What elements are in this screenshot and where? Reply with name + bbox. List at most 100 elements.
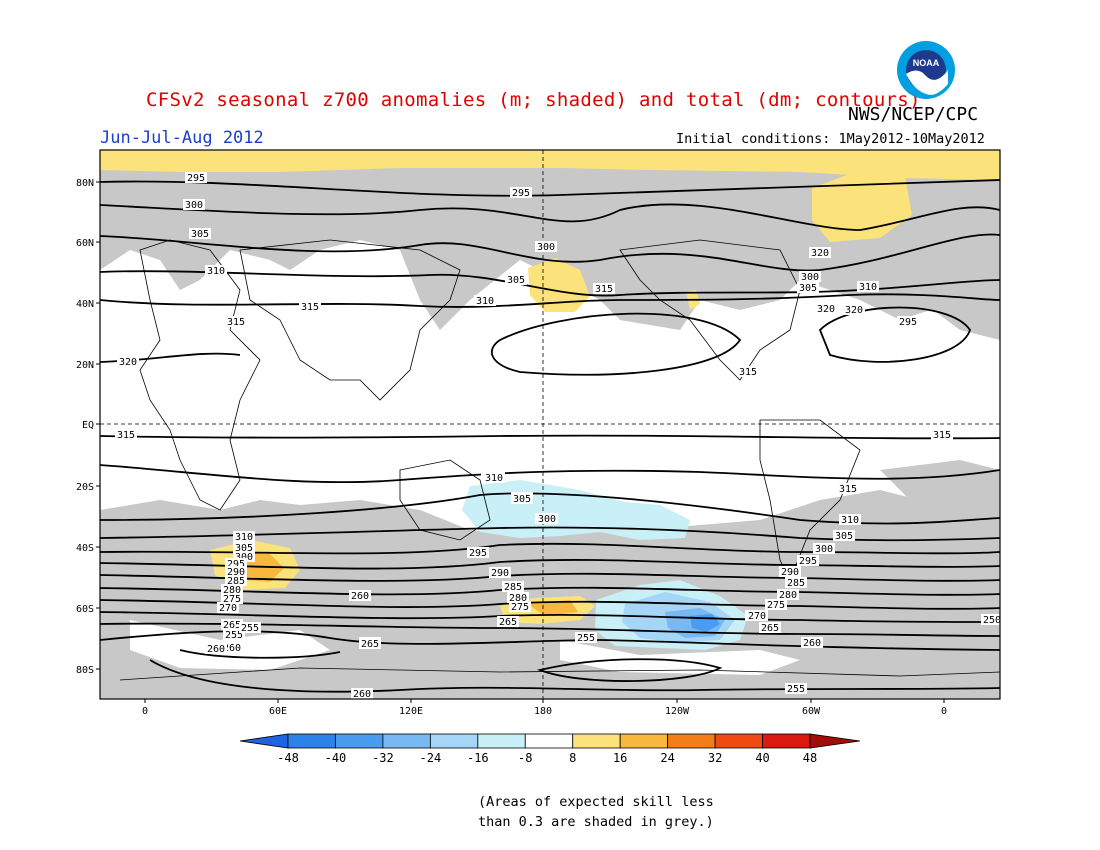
contour-label-bg xyxy=(833,530,855,541)
contour-south-8 xyxy=(100,611,1000,623)
contour-south-4 xyxy=(100,559,1000,570)
coastlines xyxy=(119,239,1000,681)
positive-anomaly-north-pacific xyxy=(528,258,590,312)
contour-south-7 xyxy=(100,599,1000,610)
contour-label: 255 xyxy=(787,684,805,695)
colorbar-tick-label: -32 xyxy=(372,751,394,765)
contour-label: 305 xyxy=(191,229,209,240)
contour-label: 300 xyxy=(538,514,556,525)
contour-label: 315 xyxy=(933,430,951,441)
contour-label-bg xyxy=(511,493,533,504)
contour-antarctic-ring xyxy=(537,658,723,682)
contour-label: 260 xyxy=(207,644,225,655)
contour-label-bg xyxy=(785,577,807,588)
contour-label: 315 xyxy=(301,302,319,313)
contour-label-bg xyxy=(857,281,879,292)
lon-label: 60W xyxy=(802,706,821,717)
contour-label: 280 xyxy=(509,593,527,604)
contour-label-bg xyxy=(809,247,831,258)
contour-label-bg xyxy=(233,531,255,542)
forecast-period: Jun-Jul-Aug 2012 xyxy=(100,128,264,148)
contour-label-bg xyxy=(467,547,489,558)
contour-label-bg xyxy=(801,637,823,648)
contour-label-bg xyxy=(797,282,819,293)
contour-label: 310 xyxy=(841,515,859,526)
contour-label: 305 xyxy=(799,283,817,294)
contour-label: 270 xyxy=(219,603,237,614)
colorbar-tick-label: -48 xyxy=(277,751,299,765)
contour-label-bg xyxy=(205,265,227,276)
contour-south-5 xyxy=(100,572,1000,582)
lon-label: 180 xyxy=(534,706,552,717)
contour-south-1 xyxy=(100,492,1000,525)
contour-label: 265 xyxy=(223,620,241,631)
contour-label-bg xyxy=(509,601,531,612)
colorbar-upper-arrow xyxy=(809,733,861,749)
latitude-axis: 80N 60N 40N 20N EQ 20S 40S 60S 80S xyxy=(76,178,100,676)
contour-label: 270 xyxy=(748,611,766,622)
colorbar-swatch xyxy=(714,733,763,749)
contour-label: 315 xyxy=(117,430,135,441)
contour-label: 320 xyxy=(845,305,863,316)
coast-antarctica xyxy=(119,667,1000,681)
contour-label-bg xyxy=(205,643,227,654)
contour-south-6 xyxy=(100,586,1000,596)
contour-label: 275 xyxy=(767,600,785,611)
contour-south-2 xyxy=(100,526,1000,542)
contour-label: 255 xyxy=(241,623,259,634)
contour-label-bg xyxy=(225,566,247,577)
contour-label: 305 xyxy=(235,543,253,554)
contour-label: 265 xyxy=(499,617,517,628)
contour-label-bg xyxy=(474,295,496,306)
skill-mask-north xyxy=(100,150,1000,330)
contour-label-bg xyxy=(189,228,211,239)
skill-mask-west-atlantic xyxy=(890,200,1000,340)
contour-label-bg xyxy=(185,172,207,183)
agency-label: NWS/NCEP/CPC xyxy=(848,104,979,125)
contour-label-bg xyxy=(223,629,245,640)
contour-label-bg xyxy=(483,472,505,483)
contour-label: 310 xyxy=(476,296,494,307)
colorbar-lower-arrow xyxy=(239,733,289,749)
contour-label-bg xyxy=(221,619,243,630)
contour-label: 285 xyxy=(227,576,245,587)
contour-label: 315 xyxy=(839,484,857,495)
contour-label: 260 xyxy=(351,591,369,602)
contour-label-bg xyxy=(813,543,835,554)
contour-label: 300 xyxy=(235,552,253,563)
contour-label-bg xyxy=(239,622,261,633)
colorbar-swatch xyxy=(382,733,431,749)
colorbar-tick-label: 40 xyxy=(755,751,769,765)
map-title: CFSv2 seasonal z700 anomalies (m; shaded… xyxy=(146,89,921,111)
contour-label-bg xyxy=(797,555,819,566)
contour-label-bg xyxy=(575,632,597,643)
contour-label-bg xyxy=(217,602,239,613)
lat-label: 60S xyxy=(76,604,94,615)
contour-label: 280 xyxy=(779,590,797,601)
colorbar-swatch xyxy=(762,733,811,749)
contour-label: 305 xyxy=(507,275,525,286)
contour-labels: 2953003053103153202953003053103153203103… xyxy=(115,172,1000,699)
contours xyxy=(100,179,1000,693)
contour-label-bg xyxy=(183,199,205,210)
contour-label-bg xyxy=(502,581,524,592)
contour-label-bg xyxy=(839,514,861,525)
lon-label: 0 xyxy=(142,706,148,717)
contour-label-bg xyxy=(115,429,137,440)
contour-label: 295 xyxy=(799,556,817,567)
skill-mask-south-atlantic xyxy=(880,460,1000,510)
lat-label: 40N xyxy=(76,299,94,310)
contour-label: 275 xyxy=(511,602,529,613)
contour-label-bg xyxy=(593,283,615,294)
contour-north-3 xyxy=(100,233,1000,272)
lat-label: 60N xyxy=(76,238,94,249)
contour-label: 260 xyxy=(223,643,241,654)
contour-label-bg xyxy=(759,622,781,633)
contour-label: 315 xyxy=(595,284,613,295)
coast-north-america xyxy=(619,239,801,381)
contour-north-pacific-ring xyxy=(490,312,742,376)
contour-label-bg xyxy=(225,558,247,569)
lat-label: EQ xyxy=(82,420,94,431)
contour-label: 290 xyxy=(491,568,509,579)
contour-north-4 xyxy=(100,270,1000,297)
